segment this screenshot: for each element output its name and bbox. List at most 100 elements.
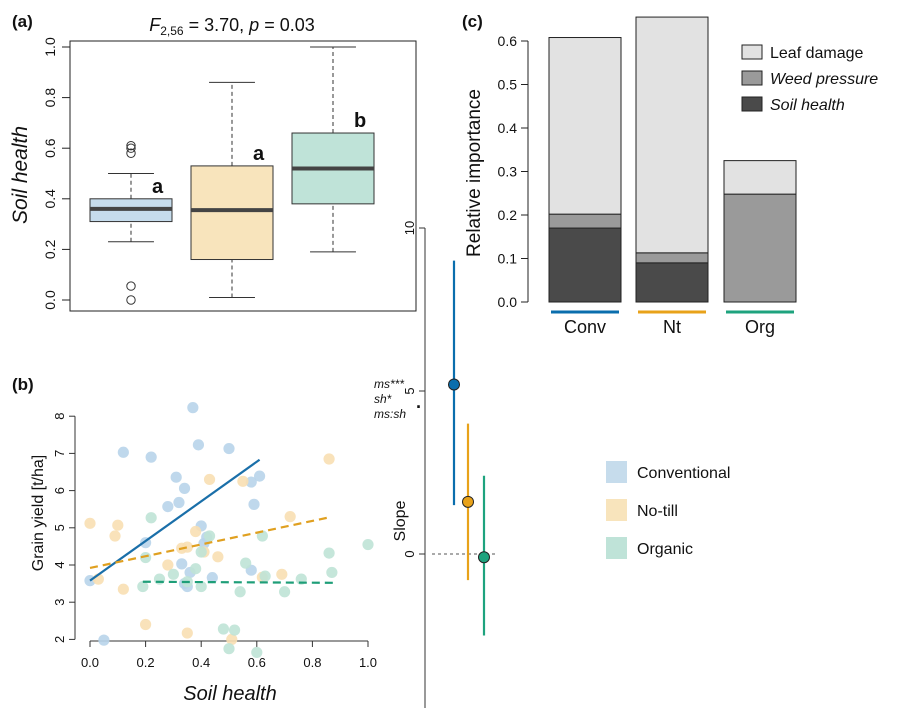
scatter-point bbox=[217, 623, 230, 635]
slope-estimate bbox=[478, 551, 490, 564]
bar-segment bbox=[635, 262, 709, 303]
scatter-point bbox=[117, 446, 129, 458]
group-legend-swatch bbox=[606, 499, 627, 521]
panel-b-y-tick-label: 5 bbox=[52, 524, 67, 531]
scatter-point bbox=[234, 586, 246, 598]
group-legend: Conventional No-till Organic bbox=[606, 461, 730, 559]
scatter-point bbox=[326, 566, 338, 579]
bar-segment bbox=[723, 160, 797, 195]
scatter-point bbox=[245, 476, 257, 488]
panel-label-c: (c) bbox=[462, 12, 483, 31]
scatter-point bbox=[284, 511, 296, 523]
regression-line bbox=[142, 580, 338, 584]
group-legend-swatch bbox=[606, 537, 627, 559]
scatter-point bbox=[240, 557, 252, 569]
scatter-point bbox=[228, 624, 241, 636]
scatter-point bbox=[167, 568, 179, 580]
group-legend-label: Conventional bbox=[637, 465, 730, 482]
regression-line bbox=[89, 516, 330, 570]
slope-y-tick-label: 0 bbox=[402, 550, 417, 557]
slope-y-tick-label: 5 bbox=[402, 387, 417, 394]
panel-c-y-tick-label: 0.0 bbox=[498, 294, 518, 310]
panel-a-boxplot: F2,56 = 3.70, p = 0.03 Soil health 0.0 0.… bbox=[9, 15, 417, 312]
panel-b-scatter: Grain yield [t/ha] Soil health 2 3 4 5 6 7 8 0.… bbox=[30, 377, 422, 705]
scatter-point bbox=[162, 500, 174, 513]
scatter-point bbox=[195, 546, 207, 558]
panel-c-y-tick-label: 0.2 bbox=[498, 207, 518, 223]
scatter-point bbox=[173, 496, 185, 509]
significance-letter: b bbox=[354, 110, 366, 132]
scatter-point bbox=[153, 573, 166, 585]
panel-b-ylabel: Grain yield [t/ha] bbox=[30, 455, 47, 572]
category-label: Nt bbox=[663, 317, 681, 337]
slope-y-tick-label: 10 bbox=[402, 221, 417, 235]
scatter-point bbox=[223, 643, 235, 655]
box-outlier bbox=[126, 143, 136, 153]
panel-a-y-tick-label: 1.0 bbox=[42, 37, 58, 57]
scatter-point bbox=[251, 646, 263, 659]
scatter-point bbox=[323, 547, 335, 559]
panel-a-y-tick-label: 0.6 bbox=[42, 138, 58, 158]
bar-segment bbox=[548, 227, 622, 303]
scatter-point bbox=[206, 572, 218, 584]
scatter-point bbox=[181, 541, 193, 553]
legend-swatch bbox=[741, 96, 763, 112]
annotation-sh: sh* bbox=[374, 392, 392, 406]
scatter-point bbox=[112, 519, 124, 531]
box-outlier bbox=[126, 140, 136, 151]
panel-a-ylabel: Soil health bbox=[9, 126, 32, 224]
legend-swatch bbox=[741, 70, 763, 86]
panel-b-y-tick-label: 3 bbox=[52, 599, 67, 606]
panel-b-x-tick-label: 0.2 bbox=[137, 655, 155, 670]
panel-slope: Slope −50510 bbox=[392, 221, 497, 708]
group-legend-swatch bbox=[606, 461, 627, 483]
panel-b-x-tick-label: 0.8 bbox=[303, 655, 321, 670]
scatter-point bbox=[137, 580, 149, 593]
box-no-till: a bbox=[190, 81, 274, 298]
scatter-point bbox=[226, 633, 238, 646]
slope-estimate bbox=[462, 495, 474, 508]
panel-label-b: (b) bbox=[12, 375, 34, 394]
panel-b-x-tick-label: 0.0 bbox=[81, 655, 99, 670]
annotation-ms: ms*** bbox=[374, 377, 404, 391]
scatter-point bbox=[276, 568, 288, 580]
legend-label: Weed pressure bbox=[770, 71, 878, 88]
box-organic: b bbox=[291, 46, 375, 253]
scatter-point bbox=[362, 538, 374, 551]
panel-c-y-tick-label: 0.3 bbox=[498, 164, 518, 180]
scatter-point bbox=[279, 586, 291, 598]
scatter-point bbox=[162, 559, 174, 571]
panel-b-y-tick-label: 2 bbox=[52, 636, 67, 643]
scatter-point bbox=[248, 498, 260, 510]
panel-b-annotations: ms*** sh* ms:sh · bbox=[374, 377, 422, 421]
scatter-point bbox=[212, 551, 224, 563]
panel-a-y-tick-label: 0.8 bbox=[42, 88, 58, 108]
scatter-point bbox=[190, 525, 202, 538]
panel-b-x-tick-label: 1.0 bbox=[359, 655, 377, 670]
scatter-point bbox=[109, 530, 121, 542]
panel-a-y-tick-label: 0.2 bbox=[42, 239, 58, 259]
scatter-point bbox=[253, 470, 266, 482]
panel-c-y-tick-label: 0.4 bbox=[498, 120, 518, 136]
scatter-point bbox=[187, 402, 199, 414]
scatter-point bbox=[237, 475, 249, 487]
bar-segment bbox=[548, 213, 622, 229]
panel-b-y-tick-label: 4 bbox=[52, 561, 67, 568]
scatter-point bbox=[181, 627, 193, 639]
panel-c-y-tick-label: 0.5 bbox=[498, 77, 518, 93]
panel-b-y-tick-label: 7 bbox=[52, 450, 67, 457]
scatter-point bbox=[145, 451, 157, 463]
panel-b-x-tick-label: 0.4 bbox=[192, 655, 210, 670]
bar-segment bbox=[548, 37, 622, 215]
panel-a-y-tick-label: 0.4 bbox=[42, 189, 58, 209]
panel-c-y-tick-label: 0.6 bbox=[498, 33, 518, 49]
panel-a-y-tick-label: 0.0 bbox=[42, 290, 58, 310]
slope-ylabel: Slope bbox=[392, 500, 409, 541]
scatter-point bbox=[323, 453, 335, 465]
significance-letter: a bbox=[253, 143, 265, 165]
scatter-point bbox=[195, 580, 207, 593]
scatter-point bbox=[145, 512, 157, 524]
slope-estimate bbox=[448, 378, 460, 391]
panel-b-y-tick-label: 6 bbox=[52, 487, 67, 494]
